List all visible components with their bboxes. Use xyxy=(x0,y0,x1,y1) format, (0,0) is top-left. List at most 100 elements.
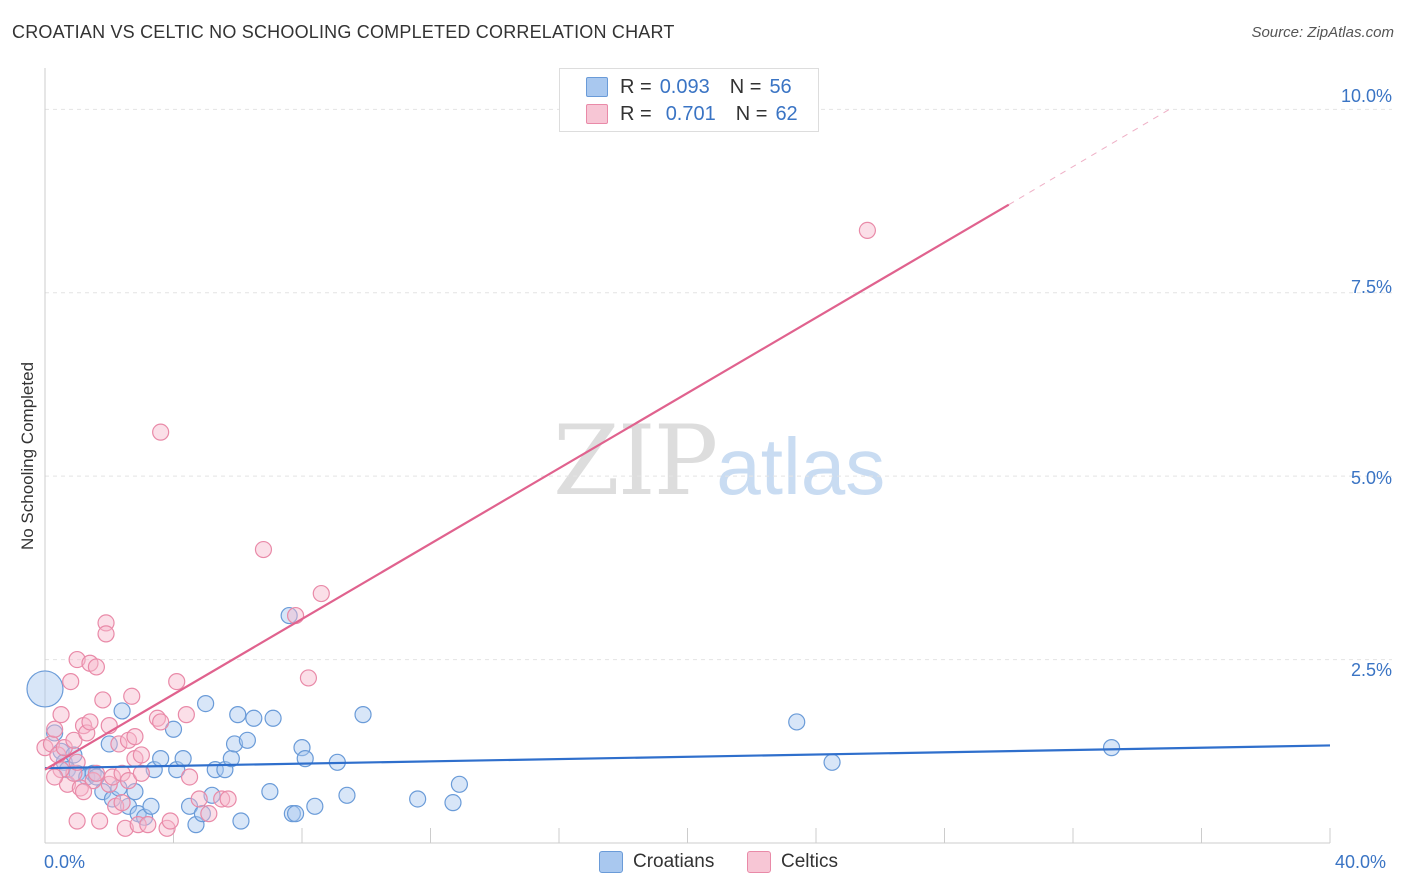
croatians-point xyxy=(338,786,356,804)
celtics-point xyxy=(52,706,70,724)
celtics-point xyxy=(103,768,122,786)
celtics-point xyxy=(139,816,157,834)
y-tick-label: 5.0% xyxy=(1350,468,1392,488)
croatians-point xyxy=(306,797,324,815)
croatians-point xyxy=(264,709,282,727)
celtics-point xyxy=(126,728,144,746)
grid-lines xyxy=(45,108,1392,661)
celtics-point xyxy=(116,819,134,837)
celtics-point xyxy=(213,790,231,808)
croatians-point xyxy=(174,750,192,768)
y-tick-label: 10.0% xyxy=(1340,86,1392,106)
legend-item-croatians[interactable]: Croatians xyxy=(599,851,714,873)
croatians-point xyxy=(203,786,221,804)
celtics-point xyxy=(46,768,64,786)
celtics-point xyxy=(132,764,150,782)
celtics-point xyxy=(46,720,64,738)
croatians-point xyxy=(286,805,305,823)
croatians-point xyxy=(450,775,469,793)
croatians-point xyxy=(229,706,247,724)
stats-legend: R = 0.093 N = 56 R = 0.701 N = 62 xyxy=(559,68,819,132)
r-label: R = xyxy=(620,102,652,125)
croatians-point xyxy=(187,816,205,834)
celtics-point xyxy=(74,783,93,801)
croatians-point xyxy=(444,794,462,812)
n-value: 62 xyxy=(775,102,798,125)
celtics-point xyxy=(62,672,80,691)
celtics-point xyxy=(97,625,115,643)
celtics-point xyxy=(123,687,141,705)
celtics-point xyxy=(91,812,109,830)
y-tick-label: 2.5% xyxy=(1350,660,1392,680)
celtics-point xyxy=(254,540,273,559)
celtics-point xyxy=(312,584,330,603)
croatians-point xyxy=(280,606,298,625)
croatians-point xyxy=(788,713,806,731)
celtics-point xyxy=(65,764,83,782)
series-celtics-points xyxy=(36,221,877,837)
celtics-point xyxy=(110,735,128,753)
croatians-point xyxy=(222,750,240,768)
celtics-swatch-icon xyxy=(586,104,608,124)
source-credit: Source: ZipAtlas.com xyxy=(1251,24,1394,41)
celtics-point xyxy=(81,713,99,731)
r-value: 0.701 xyxy=(665,102,716,125)
croatians-point xyxy=(26,670,64,708)
legend-row-celtics: R = 0.701 N = 62 xyxy=(586,101,798,127)
celtics-point xyxy=(161,812,179,830)
celtics-point xyxy=(65,731,83,749)
celtics-point xyxy=(132,746,150,764)
n-value: 56 xyxy=(769,75,792,98)
celtics-trend-extension xyxy=(1008,108,1170,206)
n-label: N = xyxy=(735,102,768,125)
celtics-point xyxy=(78,724,96,742)
croatians-point xyxy=(238,731,256,749)
celtics-point xyxy=(58,775,77,793)
croatians-trend-line xyxy=(44,744,1331,770)
watermark-atlas: atlas xyxy=(716,422,886,511)
croatians-point xyxy=(245,709,263,727)
celtics-point xyxy=(68,650,86,669)
croatians-point xyxy=(823,753,841,771)
celtics-point xyxy=(858,221,877,239)
croatians-point xyxy=(293,739,311,757)
axes xyxy=(44,68,1331,844)
x-tick-label-max: 40.0% xyxy=(1335,852,1387,872)
croatians-point xyxy=(164,720,183,738)
y-axis-label: No Schooling Completed xyxy=(18,361,37,551)
celtics-point xyxy=(190,790,208,808)
celtics-point xyxy=(42,735,61,753)
legend-item-celtics[interactable]: Celtics xyxy=(747,851,838,873)
chart-title: CROATIAN VS CELTIC NO SCHOOLING COMPLETE… xyxy=(12,22,675,42)
celtics-legend-icon xyxy=(747,851,771,873)
croatians-point xyxy=(1102,739,1121,757)
y-tick-label: 7.5% xyxy=(1350,277,1392,297)
trend-lines xyxy=(44,108,1331,771)
celtics-point xyxy=(152,423,170,441)
celtics-point xyxy=(168,672,186,691)
celtics-point xyxy=(129,816,147,834)
croatians-point xyxy=(126,783,144,801)
croatians-point xyxy=(113,702,131,720)
croatians-point xyxy=(142,797,160,815)
celtics-point xyxy=(180,768,199,786)
celtics-point xyxy=(219,790,237,808)
legend-label-croatians: Croatians xyxy=(633,851,715,872)
celtics-point xyxy=(113,794,131,812)
celtics-trend-line xyxy=(44,203,1010,771)
series-croatians-points xyxy=(26,606,1121,834)
croatians-point xyxy=(46,724,64,742)
celtics-point xyxy=(177,706,195,724)
croatians-point xyxy=(409,790,427,808)
celtics-point xyxy=(87,764,106,782)
croatians-point xyxy=(261,783,279,801)
celtics-point xyxy=(87,658,106,676)
legend-row-croatians: R = 0.093 N = 56 xyxy=(586,74,792,100)
celtics-point xyxy=(94,691,112,709)
celtics-point xyxy=(286,606,305,625)
croatians-point xyxy=(232,812,250,830)
croatians-point xyxy=(354,706,372,724)
celtics-point xyxy=(119,772,138,790)
croatians-legend-icon xyxy=(599,851,623,873)
